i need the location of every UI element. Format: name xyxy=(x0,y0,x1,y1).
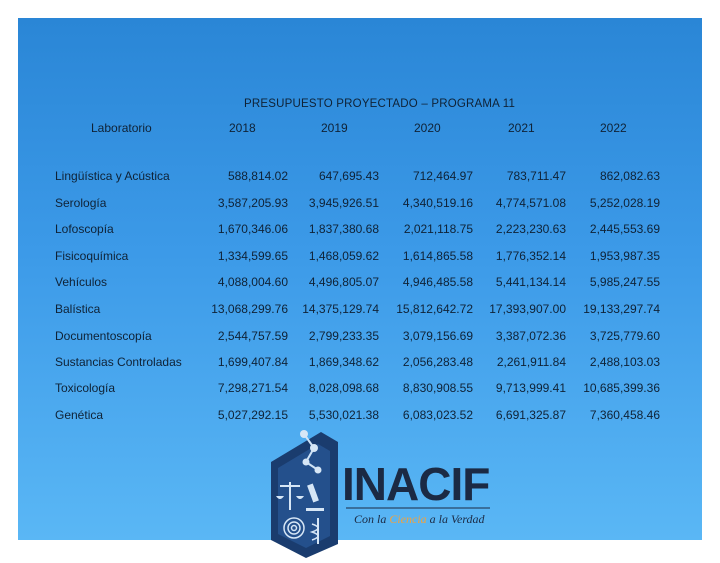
table-cell: 7,360,458.46 xyxy=(589,408,660,422)
table-cell: 3,725,779.60 xyxy=(589,329,660,343)
table-cell: 1,953,987.35 xyxy=(589,249,660,263)
table-cell: 1,699,407.84 xyxy=(217,355,288,369)
table-cell: 2,799,233.35 xyxy=(308,329,379,343)
table-cell: 7,298,271.54 xyxy=(217,381,288,395)
table-row: Vehículos 4,088,004.60 4,496,805.07 4,946,4… xyxy=(18,275,702,291)
table-cell: 5,441,134.14 xyxy=(495,275,566,289)
table-cell: 2,056,283.48 xyxy=(402,355,473,369)
table-cell: 862,082.63 xyxy=(599,169,660,183)
header-year: 2022 xyxy=(600,121,627,135)
header-year: 2020 xyxy=(414,121,441,135)
table-cell: 9,713,999.41 xyxy=(495,381,566,395)
table-cell: 6,083,023.52 xyxy=(402,408,473,422)
table-cell: 19,133,297.74 xyxy=(583,302,660,316)
row-label: Toxicología xyxy=(55,381,116,395)
table-cell: 2,544,757.59 xyxy=(217,329,288,343)
table-cell: 5,252,028.19 xyxy=(589,196,660,210)
table-row: Lingüística y Acústica 588,814.02 647,695.… xyxy=(18,169,702,185)
table-cell: 1,670,346.06 xyxy=(217,222,288,236)
row-label: Serología xyxy=(55,196,107,210)
table-cell: 5,985,247.55 xyxy=(589,275,660,289)
table-cell: 1,334,599.65 xyxy=(217,249,288,263)
row-label: Vehículos xyxy=(55,275,108,289)
logo-tagline: Con la Ciencia a la Verdad xyxy=(354,512,486,526)
table-row: Genética 5,027,292.15 5,530,021.38 6,083,02… xyxy=(18,408,702,424)
table-cell: 2,445,553.69 xyxy=(589,222,660,236)
table-cell: 3,079,156.69 xyxy=(402,329,473,343)
row-label: Documentoscopía xyxy=(55,329,152,343)
header-year: 2019 xyxy=(321,121,348,135)
header-year: 2021 xyxy=(508,121,535,135)
table-cell: 14,375,129.74 xyxy=(302,302,379,316)
table-cell: 3,387,072.36 xyxy=(495,329,566,343)
table-cell: 4,946,485.58 xyxy=(402,275,473,289)
table-cell: 5,027,292.15 xyxy=(217,408,288,422)
table-row: Sustancias Controladas 1,699,407.84 1,869,… xyxy=(18,355,702,371)
table-cell: 15,812,642.72 xyxy=(396,302,473,316)
table-cell: 1,837,380.68 xyxy=(308,222,379,236)
table-cell: 1,468,059.62 xyxy=(308,249,379,263)
row-label: Balística xyxy=(55,302,101,316)
table-cell: 2,223,230.63 xyxy=(495,222,566,236)
table-cell: 17,393,907.00 xyxy=(489,302,566,316)
row-label: Genética xyxy=(55,408,104,422)
table-cell: 8,830,908.55 xyxy=(402,381,473,395)
table-cell: 4,340,519.16 xyxy=(402,196,473,210)
table-cell: 13,068,299.76 xyxy=(211,302,288,316)
slide: PRESUPUESTO PROYECTADO – PROGRAMA 11 Lab… xyxy=(18,18,702,558)
table-row: Balística 13,068,299.76 14,375,129.74 15,81… xyxy=(18,302,702,318)
table-cell: 4,774,571.08 xyxy=(495,196,566,210)
row-label: Sustancias Controladas xyxy=(55,355,182,369)
table-cell: 3,587,205.93 xyxy=(217,196,288,210)
table-cell: 4,088,004.60 xyxy=(217,275,288,289)
table-cell: 1,869,348.62 xyxy=(308,355,379,369)
table-cell: 712,464.97 xyxy=(412,169,473,183)
table-cell: 10,685,399.36 xyxy=(583,381,660,395)
table-cell: 647,695.43 xyxy=(318,169,379,183)
table-cell: 1,614,865.58 xyxy=(402,249,473,263)
table-row: Toxicología 7,298,271.54 8,028,098.68 8,830… xyxy=(18,381,702,397)
table-row: Serología 3,587,205.93 3,945,926.51 4,340,5… xyxy=(18,196,702,212)
table-cell: 1,776,352.14 xyxy=(495,249,566,263)
emblem-icon xyxy=(271,430,338,558)
table-cell: 2,261,911.84 xyxy=(496,355,566,369)
table-cell: 3,945,926.51 xyxy=(308,196,379,210)
table-cell: 5,530,021.38 xyxy=(308,408,379,422)
table-cell: 8,028,098.68 xyxy=(308,381,379,395)
page-title: PRESUPUESTO PROYECTADO – PROGRAMA 11 xyxy=(244,98,516,110)
row-label: Lofoscopía xyxy=(55,222,114,236)
table-cell: 6,691,325.87 xyxy=(495,408,566,422)
table-cell: 4,496,805.07 xyxy=(308,275,379,289)
table-row: Fisicoquímica 1,334,599.65 1,468,059.62 1,6… xyxy=(18,249,702,265)
inacif-logo: INACIF Con la Ciencia a la Verdad xyxy=(266,424,498,558)
header-laboratorio: Laboratorio xyxy=(91,121,152,135)
row-label: Lingüística y Acústica xyxy=(55,169,170,183)
table-row: Documentoscopía 2,544,757.59 2,799,233.35 3… xyxy=(18,329,702,345)
table-row: Lofoscopía 1,670,346.06 1,837,380.68 2,021,… xyxy=(18,222,702,238)
table-cell: 2,021,118.75 xyxy=(403,222,473,236)
logo-wordmark: INACIF xyxy=(342,458,489,510)
row-label: Fisicoquímica xyxy=(55,249,129,263)
table-cell: 588,814.02 xyxy=(227,169,288,183)
header-year: 2018 xyxy=(229,121,256,135)
table-cell: 2,488,103.03 xyxy=(589,355,660,369)
table-cell: 783,711.47 xyxy=(506,169,566,183)
